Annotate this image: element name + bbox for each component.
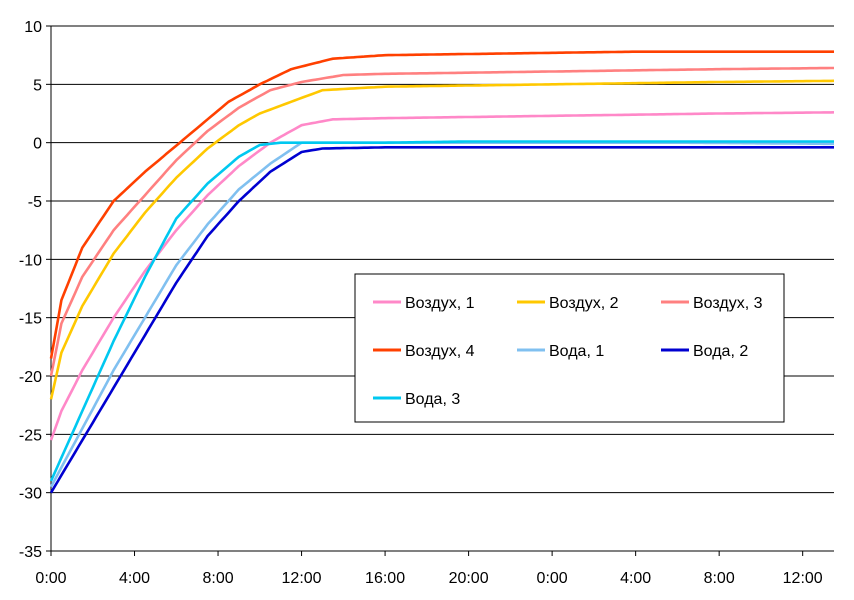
series-line-1: [49, 111, 835, 441]
legend-label: Вода, 3: [405, 391, 460, 408]
legend-label: Воздух, 2: [549, 295, 619, 312]
y-tick-label: 5: [33, 77, 42, 94]
x-tick-label: 20:00: [449, 570, 489, 587]
legend-label: Воздух, 4: [405, 343, 475, 360]
y-tick-label: -25: [19, 427, 42, 444]
x-tick-label: 0:00: [537, 570, 568, 587]
y-tick-label: -15: [19, 311, 42, 328]
y-tick-label: -20: [19, 369, 42, 386]
axes: [46, 25, 834, 556]
x-tick-labels: 0:00 4:00 8:00 12:00 16:00 20:00 0:00 4:00 8:00 1…: [35, 570, 822, 587]
x-tick-label: 0:00: [35, 570, 66, 587]
y-tick-labels: 10 5 0 -5 -10 -15 -20 -25 -30 -35: [19, 19, 42, 561]
legend: Воздух, 1 Воздух, 2 Воздух, 3 Воздух, 4 Вода…: [354, 273, 785, 423]
series-lines: [49, 50, 835, 494]
x-tick-label: 4:00: [119, 570, 150, 587]
x-tick-label: 8:00: [202, 570, 233, 587]
y-tick-label: -35: [19, 544, 42, 561]
y-tick-label: 0: [33, 136, 42, 153]
gridlines: [51, 25, 834, 494]
x-tick-label: 12:00: [282, 570, 322, 587]
legend-label: Вода, 2: [693, 343, 748, 360]
x-tick-label: 16:00: [365, 570, 405, 587]
x-tick-label: 8:00: [704, 570, 735, 587]
series-line-7: [49, 140, 834, 482]
y-tick-label: -30: [19, 486, 42, 503]
series-line-2: [49, 79, 835, 400]
x-tick-label: 4:00: [620, 570, 651, 587]
legend-label: Вода, 1: [549, 343, 604, 360]
series-line-6: [49, 146, 834, 494]
legend-label: Воздух, 1: [405, 295, 475, 312]
y-tick-label: 10: [24, 19, 42, 36]
legend-label: Воздух, 3: [693, 295, 763, 312]
series-line-3: [49, 66, 834, 377]
legend-box: [354, 273, 785, 423]
series-line-4: [49, 50, 834, 359]
x-tick-label: 12:00: [783, 570, 823, 587]
y-tick-label: -5: [28, 194, 42, 211]
y-tick-label: -10: [19, 252, 42, 269]
